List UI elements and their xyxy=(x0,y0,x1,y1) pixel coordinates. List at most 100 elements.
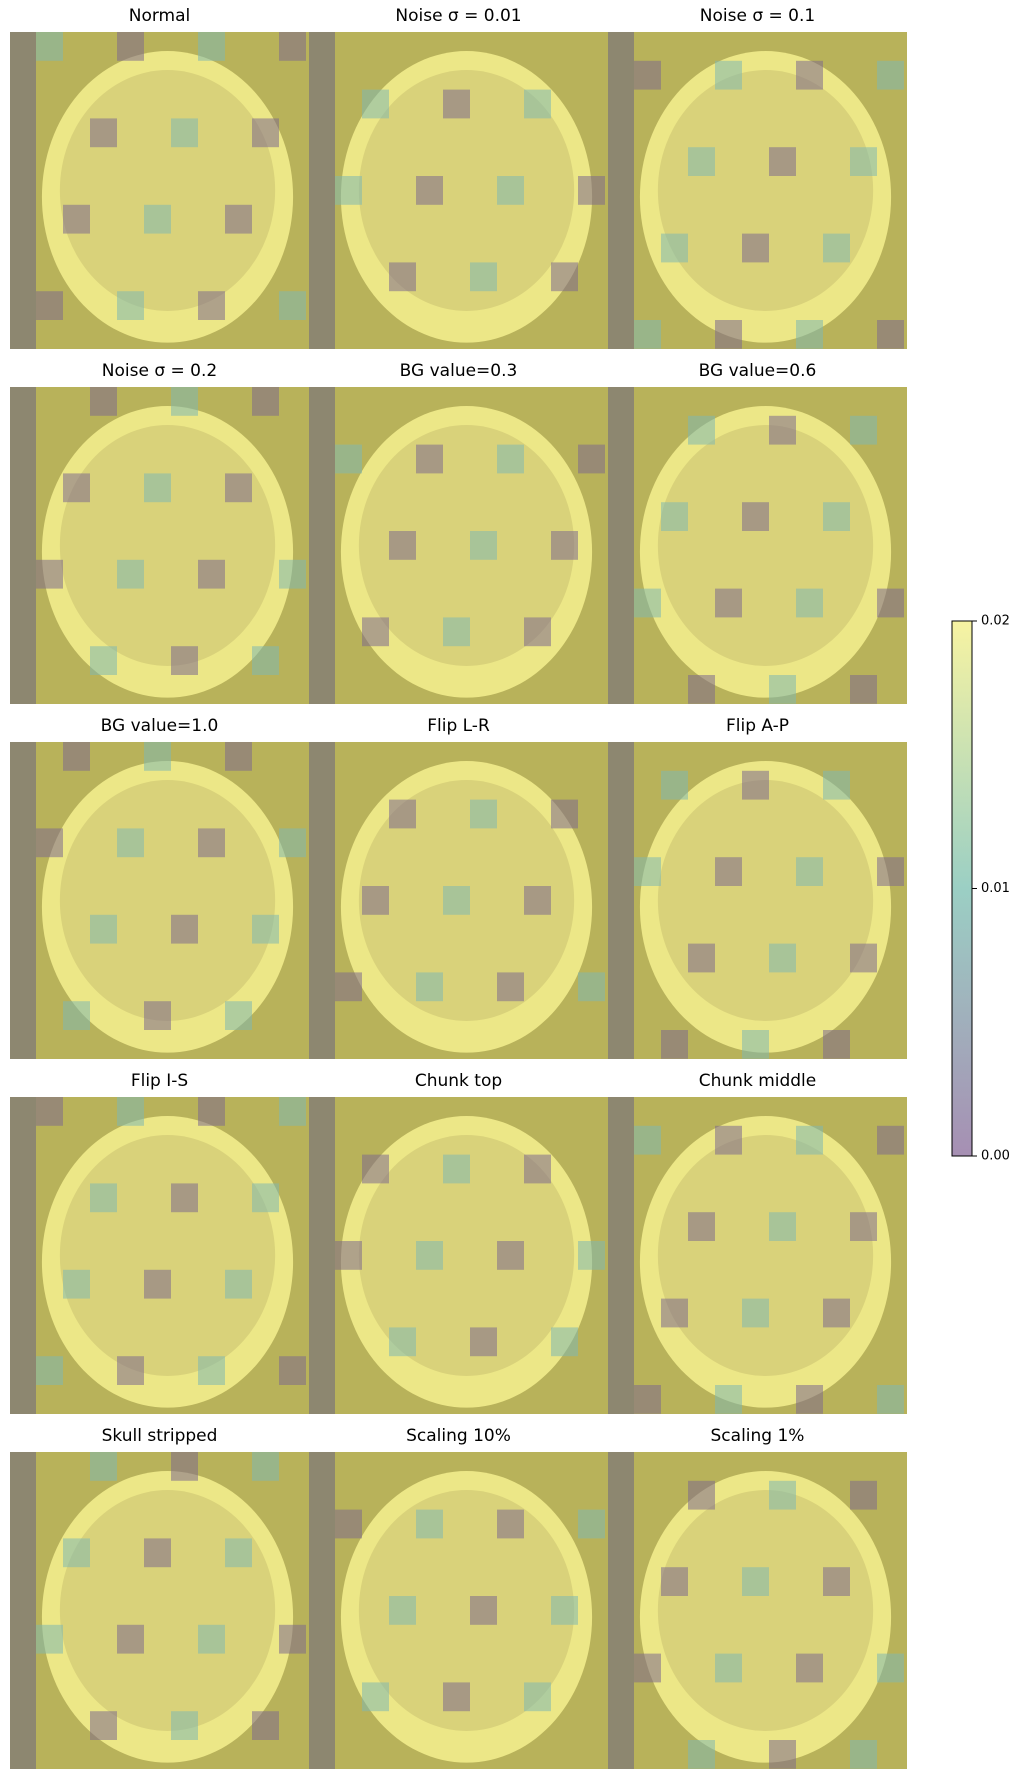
panel-title: Chunk middle xyxy=(699,1071,817,1091)
patch xyxy=(470,262,497,292)
patch xyxy=(634,60,661,90)
panel-title: BG value=1.0 xyxy=(101,716,219,736)
patch xyxy=(823,1030,850,1059)
patch xyxy=(144,473,171,503)
patch xyxy=(634,588,661,618)
panel-image xyxy=(608,387,907,704)
patch xyxy=(742,233,769,263)
side-strip xyxy=(608,32,634,349)
side-strip xyxy=(10,1097,36,1414)
patch xyxy=(551,799,578,829)
patch xyxy=(416,444,443,474)
side-strip xyxy=(309,387,335,704)
patch xyxy=(416,1241,443,1270)
patch xyxy=(416,972,443,1002)
patch xyxy=(497,1241,524,1270)
side-strip xyxy=(10,1452,36,1769)
panel-title: Noise σ = 0.01 xyxy=(395,6,521,26)
patch xyxy=(362,886,389,915)
patch xyxy=(850,943,877,973)
panel-title: Chunk top xyxy=(415,1071,502,1091)
patch xyxy=(688,1212,715,1241)
panel-title: Flip L-R xyxy=(427,716,490,736)
patch xyxy=(117,828,144,858)
side-strip xyxy=(309,1452,335,1769)
patch xyxy=(90,1452,117,1481)
patch xyxy=(497,176,524,205)
patch xyxy=(470,799,497,829)
patch xyxy=(877,320,904,349)
panel-title: Skull stripped xyxy=(102,1426,218,1446)
patch xyxy=(279,828,306,858)
patch xyxy=(389,531,416,560)
patch xyxy=(225,204,252,234)
patch xyxy=(225,1269,252,1299)
patch xyxy=(796,1653,823,1683)
patch xyxy=(279,1097,306,1126)
patch xyxy=(850,1212,877,1241)
patch xyxy=(252,646,279,675)
patch xyxy=(850,1480,877,1510)
patch xyxy=(578,176,605,205)
patch xyxy=(742,1567,769,1596)
patch xyxy=(796,320,823,349)
patch xyxy=(742,770,769,800)
panel-image xyxy=(10,742,309,1059)
patch xyxy=(389,1327,416,1357)
colorbar-tick-label: 0.02 xyxy=(981,614,1010,629)
patch xyxy=(36,1624,63,1654)
patch xyxy=(225,1001,252,1030)
patch xyxy=(823,1567,850,1596)
patch xyxy=(661,233,688,263)
patch xyxy=(198,1624,225,1654)
patch xyxy=(90,387,117,416)
panel-image xyxy=(10,32,309,349)
panel-title: Normal xyxy=(129,6,191,26)
patch xyxy=(688,1480,715,1510)
panel-title: Flip A-P xyxy=(726,716,789,736)
brain xyxy=(657,780,874,1021)
patch xyxy=(877,1653,904,1683)
patch xyxy=(688,675,715,704)
patch xyxy=(796,60,823,90)
panel-image xyxy=(10,1452,309,1769)
patch xyxy=(796,857,823,886)
patch xyxy=(362,89,389,119)
patch xyxy=(551,1327,578,1357)
patch xyxy=(497,972,524,1002)
patch xyxy=(416,176,443,205)
patch xyxy=(171,387,198,416)
patch xyxy=(524,1682,551,1712)
patch xyxy=(823,770,850,800)
patch xyxy=(634,1653,661,1683)
panel-title: Scaling 10% xyxy=(406,1426,511,1446)
patch xyxy=(578,1241,605,1270)
patch xyxy=(634,1125,661,1155)
panel-title: Scaling 1% xyxy=(711,1426,805,1446)
patch xyxy=(144,1269,171,1299)
patch xyxy=(688,415,715,445)
patch xyxy=(742,502,769,531)
patch xyxy=(551,262,578,292)
patch xyxy=(850,675,877,704)
patch xyxy=(769,1480,796,1510)
patch xyxy=(634,857,661,886)
patch xyxy=(524,89,551,119)
patch xyxy=(661,770,688,800)
patch xyxy=(796,1385,823,1414)
patch xyxy=(578,1509,605,1539)
patch xyxy=(715,320,742,349)
patch xyxy=(389,799,416,829)
patch xyxy=(661,502,688,531)
patch xyxy=(742,1030,769,1059)
patch xyxy=(279,559,306,589)
brain xyxy=(59,70,276,311)
patch xyxy=(850,147,877,176)
patch xyxy=(63,204,90,234)
patch xyxy=(144,204,171,234)
patch xyxy=(823,502,850,531)
panel-image xyxy=(608,1097,907,1414)
patch xyxy=(524,886,551,915)
patch xyxy=(715,588,742,618)
patch xyxy=(90,646,117,675)
